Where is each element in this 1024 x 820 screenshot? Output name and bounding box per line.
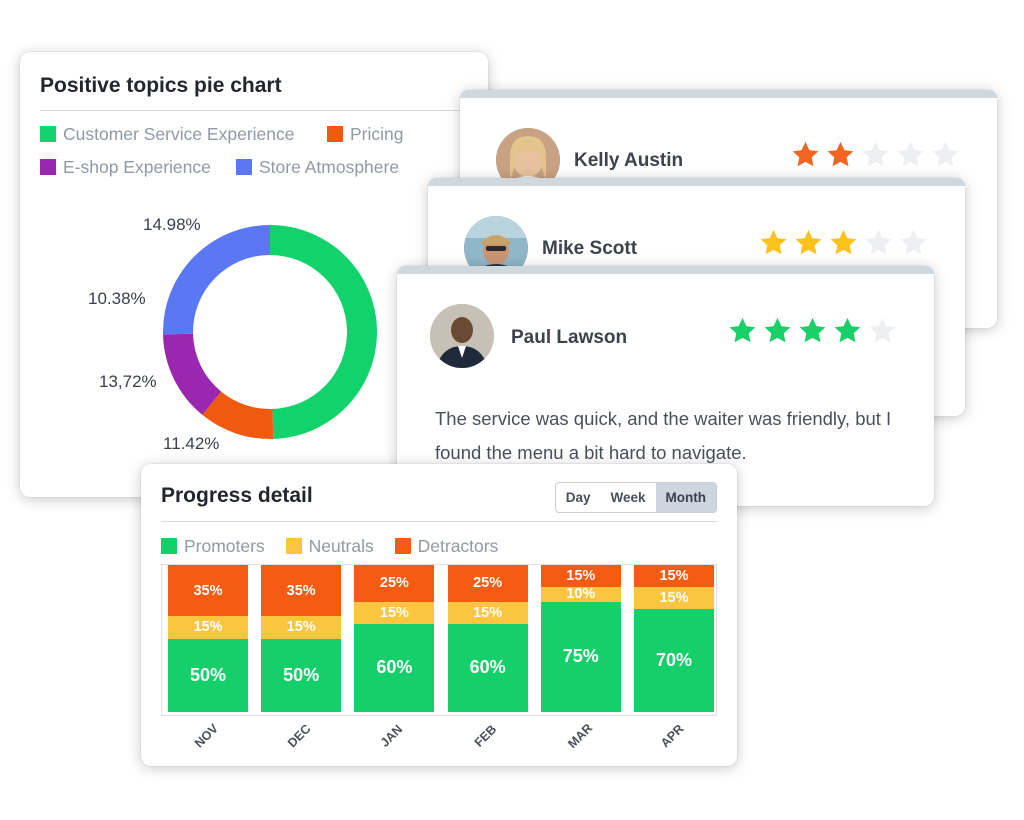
star-filled-icon <box>760 229 787 255</box>
star-filled-icon <box>729 317 756 343</box>
star-empty-icon <box>897 141 924 167</box>
slice-label-store-atmosphere-lower: 10.38% <box>88 289 146 308</box>
star-filled-icon <box>830 229 857 255</box>
star-filled-icon <box>834 317 861 343</box>
reviewer-name: Paul Lawson <box>511 327 628 348</box>
card-top-strip <box>428 178 965 186</box>
legend-label: Promoters <box>184 536 265 556</box>
slice-label-pricing: 11.42% <box>163 434 220 453</box>
promoters-segment: 50% <box>168 638 248 712</box>
card-top-strip <box>460 90 997 98</box>
rating-stars <box>758 228 933 263</box>
legend-label: Pricing <box>350 124 404 144</box>
neutrals-segment: 15% <box>447 601 528 624</box>
neutrals-segment: 15% <box>634 587 714 610</box>
star-filled-icon <box>792 141 819 167</box>
legend-label: Store Atmosphere <box>259 157 400 177</box>
legend-item-neutrals[interactable]: Neutrals <box>285 536 374 556</box>
star-empty-icon <box>865 229 892 255</box>
legend-item-detractors[interactable]: Detractors <box>394 536 499 556</box>
neutrals-segment: 15% <box>354 601 435 624</box>
star-filled-icon <box>764 317 791 343</box>
promoters-segment: 60% <box>354 623 435 712</box>
slice-label-store-atmosphere: 14.98% <box>143 215 201 234</box>
star-empty-icon <box>900 229 927 255</box>
detractors-segment: 35% <box>168 565 248 617</box>
rating-stars <box>727 316 902 351</box>
legend-swatch <box>40 126 56 142</box>
reviewer-name: Mike Scott <box>542 238 638 259</box>
avatar <box>430 304 494 368</box>
donut-slice-e-shop-experience[interactable] <box>163 333 222 415</box>
promoters-segment: 70% <box>634 609 714 712</box>
detractors-segment: 25% <box>354 565 435 602</box>
legend-label: Detractors <box>417 536 499 556</box>
bar-nov[interactable]: 50% 15% 35% <box>168 565 248 712</box>
neutrals-segment: 15% <box>261 616 342 639</box>
reviewer-name: Kelly Austin <box>574 150 684 171</box>
progress-detail-card: Progress detail Day Week Month Promoters… <box>141 464 737 766</box>
review-text: The service was quick, and the waiter wa… <box>435 408 892 463</box>
donut-chart <box>163 225 378 440</box>
legend-swatch <box>161 538 177 554</box>
star-filled-icon <box>827 141 854 167</box>
donut-slice-pricing[interactable] <box>202 391 274 440</box>
legend-swatch <box>40 159 56 175</box>
bar-apr[interactable]: 70% 15% 15% <box>634 565 714 712</box>
detractors-segment: 25% <box>447 565 528 602</box>
card-top-strip <box>397 266 934 274</box>
tab-day[interactable]: Day <box>565 490 591 505</box>
legend-swatch <box>394 538 411 554</box>
stacked-bar-chart: 50% 15% 35% 50% 15% 35% 60% 15% 25% 60% 15% 25% 75% 1… <box>161 564 717 716</box>
legend-label: Customer Service Experience <box>63 124 295 144</box>
detractors-segment: 15% <box>634 565 714 588</box>
legend-item-customer-service[interactable]: Customer Service Experience <box>40 124 294 145</box>
legend-swatch <box>327 126 343 142</box>
star-filled-icon <box>795 229 822 255</box>
bar-dec[interactable]: 50% 15% 35% <box>261 565 342 712</box>
x-axis-label-nov: NOV <box>192 721 222 751</box>
legend-label: Neutrals <box>308 536 374 556</box>
progress-card-title: Progress detail <box>161 484 313 507</box>
star-filled-icon <box>799 317 826 343</box>
bar-feb[interactable]: 60% 15% 25% <box>447 565 528 712</box>
legend-item-promoters[interactable]: Promoters <box>161 536 265 556</box>
legend-item-pricing[interactable]: Pricing <box>327 124 404 145</box>
x-axis-label-feb: FEB <box>471 722 499 750</box>
x-axis-label-mar: MAR <box>565 720 596 752</box>
legend-item-eshop[interactable]: E-shop Experience <box>40 157 211 178</box>
slice-label-eshop: 13,72% <box>99 372 157 391</box>
legend-item-store-atmosphere[interactable]: Store Atmosphere <box>236 157 399 178</box>
bar-jan[interactable]: 60% 15% 25% <box>354 565 435 712</box>
star-empty-icon <box>862 141 889 167</box>
pie-card-divider <box>40 110 468 111</box>
promoters-segment: 75% <box>540 601 621 712</box>
star-empty-icon <box>932 141 959 167</box>
promoters-segment: 60% <box>447 623 528 712</box>
detractors-segment: 15% <box>540 565 621 588</box>
avatar-image <box>430 304 494 368</box>
rating-stars <box>790 140 965 175</box>
progress-card-divider <box>161 521 717 522</box>
donut-slice-store-atmosphere[interactable] <box>163 225 270 335</box>
donut-slice-customer-service-experience[interactable] <box>270 225 378 439</box>
detractors-segment: 35% <box>261 565 342 617</box>
legend-swatch <box>236 159 252 175</box>
period-toggle: Day Week Month <box>554 482 717 513</box>
star-empty-icon <box>869 317 896 343</box>
neutrals-segment: 10% <box>540 586 621 602</box>
legend-swatch <box>285 538 302 554</box>
neutrals-segment: 15% <box>168 616 248 639</box>
legend-label: E-shop Experience <box>63 157 211 177</box>
tab-week[interactable]: Week <box>610 490 646 505</box>
x-axis-label-apr: APR <box>657 721 687 751</box>
promoters-segment: 50% <box>261 638 342 712</box>
progress-legend: Promoters Neutrals Detractors <box>161 536 514 557</box>
x-axis-label-jan: JAN <box>378 722 406 750</box>
x-axis-label-dec: DEC <box>285 721 314 751</box>
tab-month[interactable]: Month <box>655 483 716 512</box>
pie-card-title: Positive topics pie chart <box>40 74 282 97</box>
bar-mar[interactable]: 75% 10% 15% <box>540 565 621 712</box>
